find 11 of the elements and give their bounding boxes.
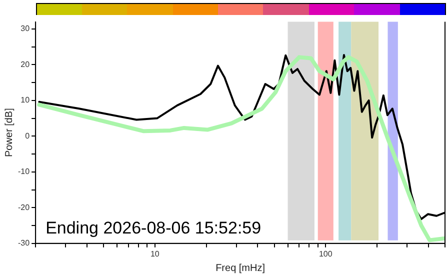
annotation: Ending 2026-08-06 15:52:59 — [46, 218, 262, 238]
y-tick-label: 0 — [25, 131, 30, 140]
y-tick-label: 20 — [20, 60, 30, 69]
y-tick-label: -20 — [18, 202, 30, 212]
y-tick-label: 10 — [20, 96, 30, 105]
x-tick-label: 100 — [318, 249, 333, 258]
y-tick-label: -30 — [18, 238, 30, 248]
y-tick-label: -10 — [18, 167, 30, 176]
x-axis-title: Freq [mHz] — [216, 262, 266, 274]
y-tick-label: 30 — [20, 24, 30, 34]
y-axis-title: Power [dB] — [4, 108, 15, 158]
